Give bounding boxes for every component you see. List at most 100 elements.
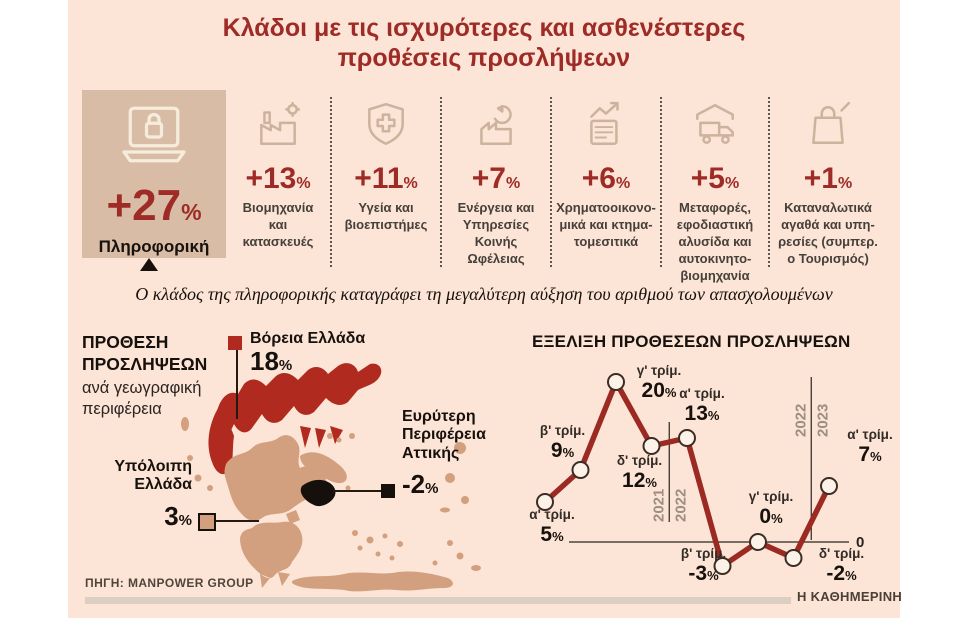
- region-value-number: 18: [250, 346, 279, 377]
- marker-square-north: [228, 336, 242, 350]
- sector-label: Ενέργεια και Υπηρεσίες Κοινής Ωφέλειας: [457, 200, 535, 266]
- chart-labels-layer: α' τρίμ. 5% β' τρίμ. 9% γ' τρίμ. 20% δ' τρίμ. 1…: [524, 352, 896, 618]
- percent-sign: %: [296, 175, 311, 192]
- quarter-label: β' τρίμ.: [680, 546, 727, 561]
- health-shield-icon: [368, 102, 404, 145]
- marker-square-attica: [381, 484, 395, 498]
- chart-point-label: α' τρίμ. 5%: [521, 507, 583, 547]
- map-islands: [181, 417, 481, 571]
- data-point-marker: [642, 437, 661, 455]
- data-point-marker: [571, 461, 590, 479]
- highlight-note: Ο κλάδος της πληροφορικής καταγράφει τη …: [135, 284, 833, 304]
- zero-axis-label: 0: [856, 534, 864, 551]
- laptop-lock-icon: [122, 106, 186, 163]
- sector-card: +11% Υγεία και βιοεπιστήμες: [336, 97, 436, 234]
- footer-divider-bar: [85, 597, 791, 604]
- sector-value: +5%: [666, 164, 764, 194]
- region-value-number: 3: [164, 500, 179, 531]
- chart-point-label: α' τρίμ. 13%: [671, 386, 733, 426]
- sector-highlight-card: +27% Πληροφορική: [82, 90, 226, 258]
- data-point-marker: [749, 533, 767, 551]
- highlight-pointer-triangle: [140, 258, 158, 271]
- sector-label: Χρηματοοικονο- μικά και κτημα- τομεσιτικ…: [556, 200, 656, 249]
- sector-value: +6%: [556, 164, 656, 194]
- sector-label: Υγεία και βιοεπιστήμες: [344, 200, 428, 232]
- percent-sign: %: [403, 175, 418, 192]
- percent-sign: %: [505, 175, 521, 192]
- page-title: Κλάδοι με τις ισχυρότερες και ασθενέστερ…: [68, 14, 900, 73]
- leader-line-north: [236, 349, 238, 419]
- title-line-1: Κλάδοι με τις ισχυρότερες και ασθενέστερ…: [222, 14, 746, 42]
- sector-label: Μεταφορές, εφοδιαστική αλυσίδα και αυτοκ…: [676, 200, 754, 283]
- sector-card: +5% Μεταφορές, εφοδιαστική αλυσίδα και α…: [666, 97, 764, 284]
- chart-point-label: β' τρίμ. -3%: [673, 546, 735, 586]
- map-crete: [291, 571, 453, 592]
- sector-label: Καταναλωτικά αγαθά και υπη- ρεσίες (συμπ…: [778, 200, 878, 266]
- chart-title: ΕΞΕΛΙΞΗ ΠΡΟΘΕΣΕΩΝ ΠΡΟΣΛΗΨΕΩΝ: [532, 332, 851, 351]
- sector-value-number: +6: [581, 162, 616, 195]
- chart-point-label: α' τρίμ. 7%: [839, 427, 901, 467]
- map-region-peloponnese: [240, 510, 303, 588]
- sector-label: Πληροφορική: [98, 236, 210, 256]
- value-label: -2%: [826, 561, 857, 585]
- percent-sign: %: [425, 480, 439, 498]
- value-label: 13%: [684, 401, 720, 425]
- sector-value: +1%: [772, 164, 884, 194]
- value-label: -3%: [688, 561, 719, 585]
- chart-point-label: δ' τρίμ. -2%: [811, 546, 873, 586]
- value-label: 5%: [540, 522, 564, 546]
- map-chalkidiki: [300, 426, 343, 448]
- trend-chart: 0 2021 2022 2022 2023 α' τρίμ. 5% β' τρίμ. 9% γ'…: [524, 352, 896, 618]
- region-callout-attica: Ευρύτερη Περιφέρεια Αττικής -2%: [402, 408, 486, 497]
- sector-value-number: +27: [106, 180, 182, 230]
- quarter-label: γ' τρίμ.: [636, 363, 682, 378]
- column-separator: [550, 97, 552, 267]
- value-label: 0%: [759, 504, 783, 528]
- percent-sign: %: [615, 175, 631, 192]
- quarter-label: β' τρίμ.: [539, 423, 586, 438]
- sector-value: +13%: [228, 164, 328, 194]
- sector-value-number: +13: [245, 162, 297, 195]
- year-label-left: 2022: [792, 404, 809, 437]
- sector-card: +7% Ενέργεια και Υπηρεσίες Κοινής Ωφέλει…: [446, 97, 546, 268]
- sector-value-number: +1: [803, 162, 838, 195]
- sector-value-number: +11: [354, 162, 404, 195]
- chart-point-label: β' τρίμ. 9%: [532, 423, 594, 463]
- map-region-north: [210, 363, 382, 467]
- map-region-north-epirus: [208, 412, 234, 475]
- sector-value: +11%: [336, 164, 436, 194]
- quarter-label: α' τρίμ.: [847, 427, 893, 442]
- region-value: -2%: [402, 471, 486, 497]
- data-point-marker: [820, 477, 838, 495]
- quarter-label: γ' τρίμ.: [748, 489, 794, 504]
- title-line-2: προθέσεις προσλήψεων: [337, 43, 631, 72]
- value-label: 7%: [858, 442, 882, 466]
- value-label: 12%: [622, 468, 657, 492]
- region-name: Ευρύτερη Περιφέρεια Αττικής: [402, 408, 486, 462]
- factory-icon: [260, 101, 301, 145]
- leader-line-rest: [214, 520, 259, 522]
- sector-value: +27%: [106, 180, 201, 230]
- map-euboea: [300, 452, 347, 484]
- data-point-marker: [713, 557, 732, 575]
- quarter-label: δ' τρίμ.: [818, 546, 865, 561]
- column-separator: [660, 97, 662, 267]
- sector-label: Βιομηχανία και κατασκευές: [242, 200, 314, 249]
- year-label-right: 2023: [814, 404, 831, 437]
- shopping-bag-icon: [812, 101, 851, 144]
- truck-icon: [696, 103, 734, 144]
- sector-value: +7%: [446, 164, 546, 194]
- data-point-marker: [784, 549, 803, 567]
- sector-card: +13% Βιομηχανία και κατασκευές: [228, 97, 328, 251]
- publisher-logo-text: Η ΚΑΘΗΜΕΡΙΝΗ: [797, 589, 903, 604]
- data-point-marker: [607, 373, 625, 391]
- data-point-marker: [678, 429, 696, 447]
- marker-square-rest: [198, 513, 216, 531]
- map-region-central: [224, 435, 327, 521]
- year-label-right: 2022: [672, 489, 689, 522]
- greece-map: [181, 363, 481, 592]
- chart-point-label: γ' τρίμ. 0%: [740, 489, 802, 529]
- chart-point-label: δ' τρίμ. 12%: [609, 453, 671, 493]
- percent-sign: %: [278, 357, 293, 375]
